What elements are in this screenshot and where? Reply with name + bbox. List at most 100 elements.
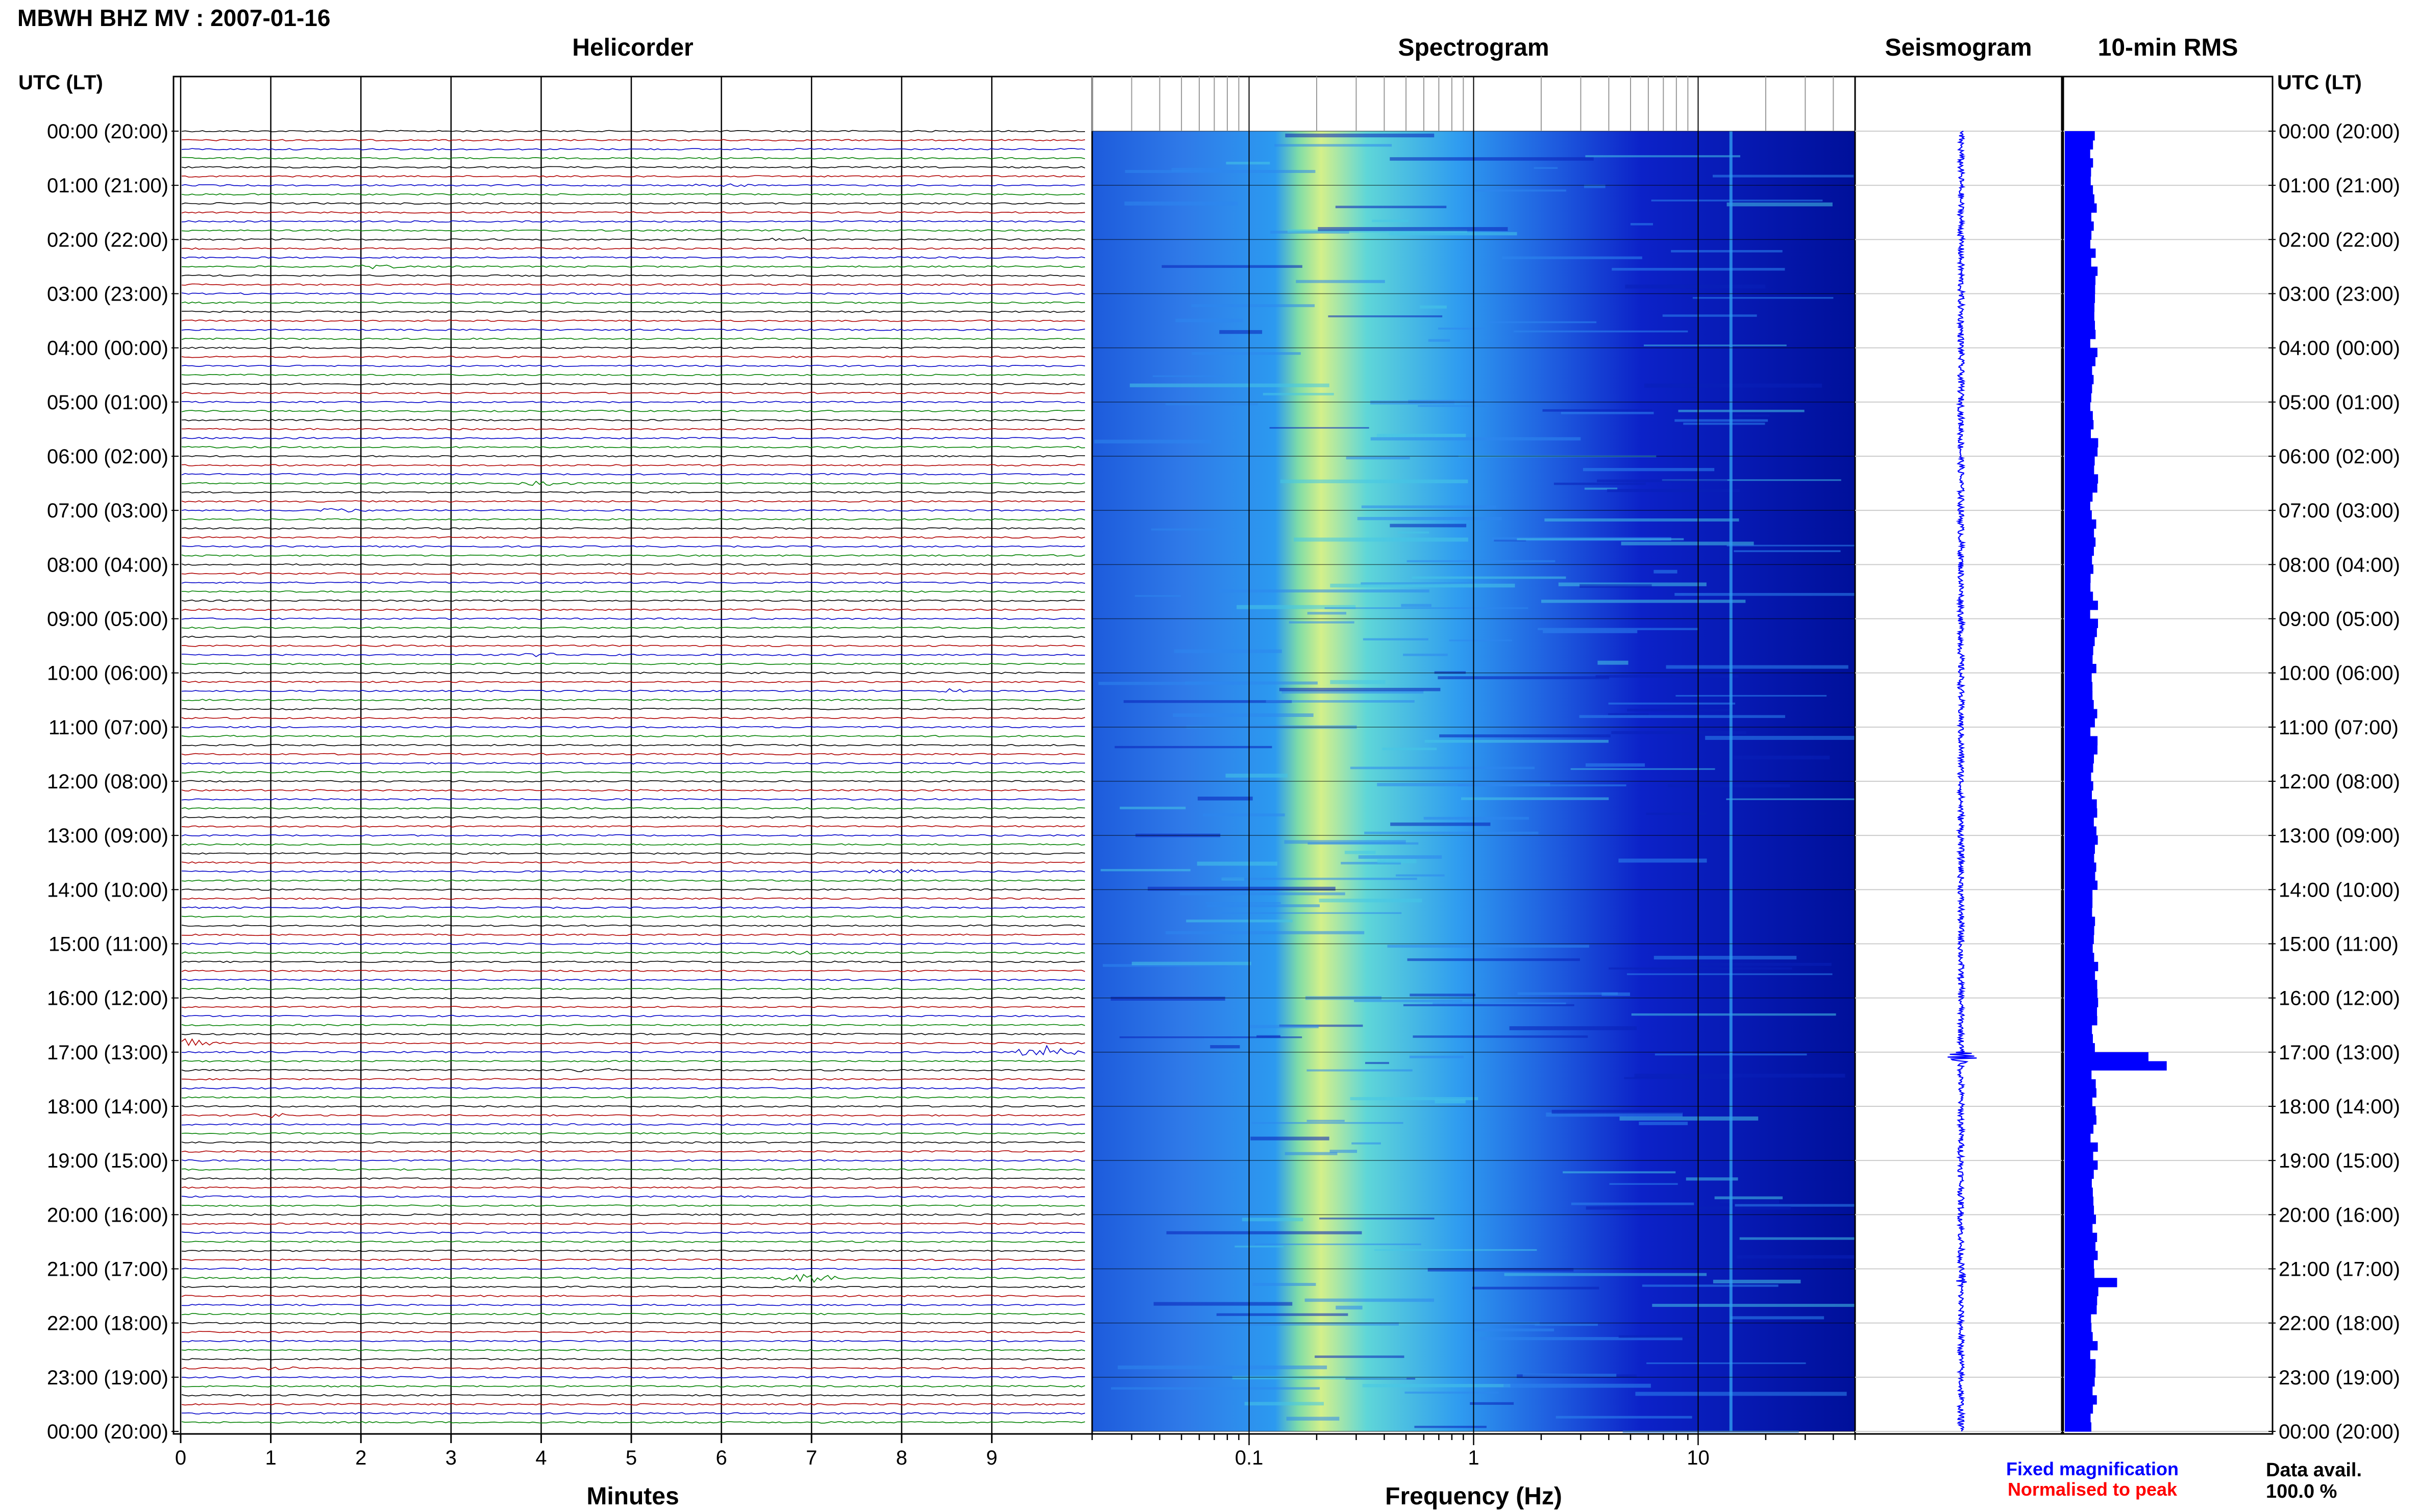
helicorder-trace <box>181 1322 1085 1325</box>
time-label-right: 08:00 (04:00) <box>2279 554 2400 576</box>
helicorder-trace <box>181 970 1085 972</box>
helicorder-trace <box>181 869 1085 874</box>
helicorder-trace <box>181 1024 1085 1027</box>
rms-bar <box>2065 745 2097 755</box>
spectrogram-streak <box>1165 403 1258 406</box>
spectrogram-streak <box>1165 931 1365 934</box>
rms-bar <box>2065 944 2093 953</box>
helicorder-trace <box>181 626 1085 629</box>
rms-bar <box>2065 266 2098 276</box>
spectrogram-streak <box>1479 1337 1683 1341</box>
helicorder-trace <box>181 518 1085 521</box>
time-label-right: 06:00 (02:00) <box>2279 445 2400 468</box>
helicorder-trace <box>181 166 1085 169</box>
time-label-right: 20:00 (16:00) <box>2279 1204 2400 1226</box>
spectrogram-streak <box>1583 468 1715 472</box>
minute-tick-label: 3 <box>446 1447 457 1469</box>
spectrogram-streak <box>1351 1142 1381 1145</box>
helicorder-trace <box>181 527 1085 530</box>
spectrogram-streak <box>1330 680 1386 684</box>
helicorder-trace <box>181 464 1085 467</box>
rms-bar <box>2065 1269 2094 1278</box>
helicorder-trace <box>181 997 1085 1000</box>
spectrogram-streak <box>1733 414 1770 417</box>
spectrogram-streak <box>1412 576 1566 579</box>
helicorder-trace <box>181 681 1085 683</box>
spectrogram-streak <box>1350 1097 1478 1101</box>
spectrogram-streak <box>1266 700 1415 703</box>
helicorder-trace <box>181 1295 1085 1297</box>
rms-bar <box>2065 790 2092 800</box>
rms-bar <box>2065 998 2099 1007</box>
spectrogram-streak <box>1382 748 1437 751</box>
spectrogram-streak <box>1350 766 1535 770</box>
time-label-left: 03:00 (23:00) <box>47 283 168 306</box>
helicorder-trace <box>181 1159 1085 1162</box>
spectrogram-streak <box>1608 713 1649 715</box>
rms-bar <box>2065 221 2094 231</box>
spectrogram-streak <box>1410 994 1475 997</box>
rms-bar <box>2065 1377 2095 1387</box>
time-label-right: 09:00 (05:00) <box>2279 608 2400 631</box>
helicorder-trace <box>181 943 1085 945</box>
helicorder-trace <box>181 825 1085 828</box>
rms-bar <box>2065 176 2091 186</box>
helicorder-trace <box>181 735 1085 737</box>
time-label-right: 07:00 (03:00) <box>2279 500 2400 522</box>
rms-bar <box>2065 194 2094 204</box>
spectrogram-streak <box>1281 690 1424 694</box>
rms-bar <box>2065 926 2094 935</box>
rms-bar <box>2065 465 2094 475</box>
minute-tick-label: 8 <box>896 1447 907 1469</box>
rms-bar <box>2065 1061 2167 1071</box>
helicorder-trace <box>181 897 1085 900</box>
rms-bar <box>2065 1395 2097 1405</box>
spectrogram-title: Spectrogram <box>1398 34 1549 61</box>
rms-bar <box>2065 1259 2094 1270</box>
helicorder-trace <box>182 310 1085 313</box>
spectrogram-streak <box>1362 1384 1511 1387</box>
rms-bar <box>2065 1404 2093 1414</box>
spectrogram-streak <box>1219 589 1429 593</box>
spectrogram-streak <box>1643 344 1787 346</box>
rms-bar <box>2065 655 2093 664</box>
spectrogram-streak <box>1242 1218 1303 1222</box>
spectrogram-streak <box>1354 1000 1463 1002</box>
spectrogram-streak <box>1538 628 1698 630</box>
spectrogram-streak <box>1364 831 1539 834</box>
rms-bar <box>2065 330 2096 339</box>
rms-bar <box>2065 429 2091 439</box>
rms-bar <box>2065 574 2091 583</box>
spectrogram-streak <box>1671 250 1783 253</box>
spectrogram-streak <box>1285 1152 1338 1155</box>
helicorder-trace <box>181 1349 1085 1352</box>
helicorder-trace <box>181 590 1085 593</box>
spectrogram-streak <box>1675 695 1827 697</box>
spectrogram-streak <box>1346 456 1410 460</box>
spectrogram-streak <box>1627 708 1729 712</box>
helicorder-trace <box>181 861 1085 864</box>
helicorder-trace <box>181 1132 1085 1135</box>
spectrogram-streak <box>1318 227 1508 231</box>
helicorder-trace <box>181 662 1085 665</box>
helicorder-trace <box>181 274 1085 277</box>
time-labels: 00:00 (20:00) 00:00 (20:00) 01:00 (21:00) 0… <box>47 120 2400 1443</box>
rms-bar <box>2065 537 2096 547</box>
time-label-left: 23:00 (19:00) <box>47 1367 168 1389</box>
spectrogram-streak <box>1584 487 1618 490</box>
spectrogram-streak <box>1131 961 1251 965</box>
helicorder-trace <box>181 220 1085 223</box>
rms-bar <box>2065 1422 2091 1432</box>
rms-bar <box>2065 1124 2094 1134</box>
spectrogram-streak <box>1624 1077 1734 1079</box>
spectrogram-streak <box>1513 330 1688 333</box>
rms-bar <box>2065 249 2096 258</box>
helicorder-trace <box>181 337 1085 340</box>
spectrogram-streak <box>1191 304 1315 307</box>
rms-bar <box>2065 1305 2097 1315</box>
helicorder-trace <box>181 256 1085 259</box>
spectrogram-streak <box>1639 1122 1688 1125</box>
helicorder-trace <box>181 798 1085 801</box>
rms-bar <box>2065 736 2098 746</box>
